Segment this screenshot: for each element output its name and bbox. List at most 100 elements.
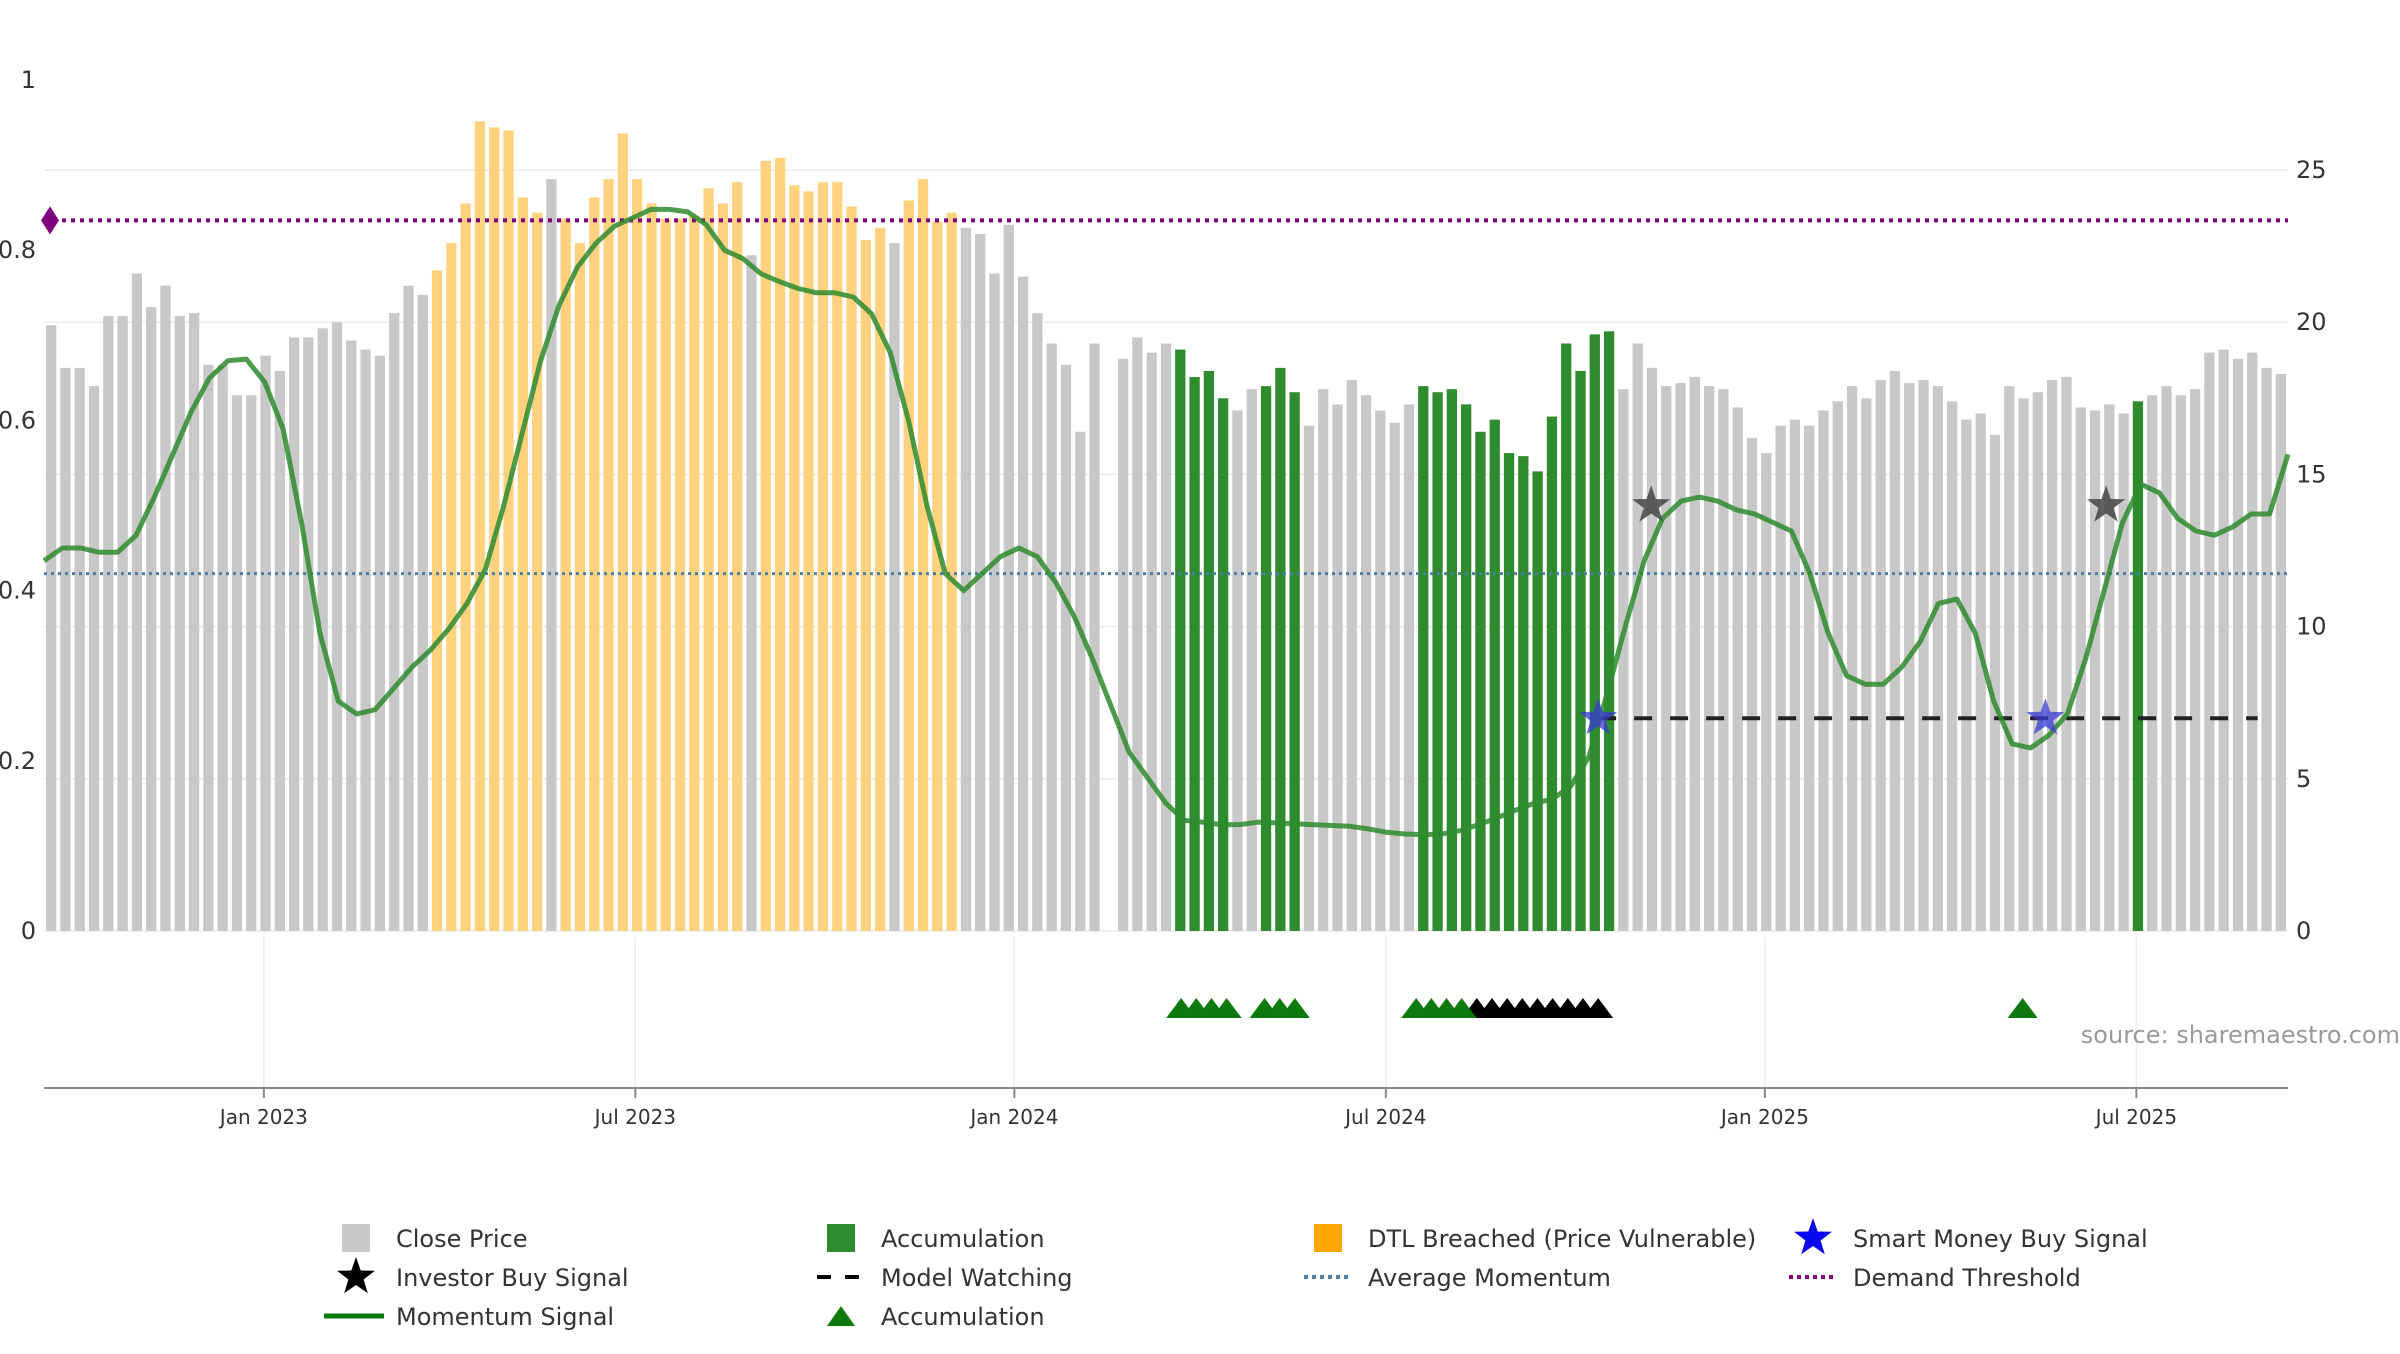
dtl-bar <box>603 179 614 931</box>
close-price-bar <box>88 386 100 931</box>
close-price-bar <box>160 285 171 931</box>
close-price-bar <box>2047 380 2058 931</box>
close-price-bar <box>46 325 57 931</box>
close-price-bar <box>1303 425 1315 931</box>
close-price-bar <box>1961 419 1972 931</box>
close-price-bar <box>2018 398 2029 931</box>
investor-buy-star <box>1632 485 1671 522</box>
close-price-bar <box>74 367 85 931</box>
left-axis-tick-label: 0 <box>21 917 36 945</box>
close-price-bar <box>1761 453 1772 931</box>
close-price-bar <box>1718 389 1729 932</box>
accumulation-bar <box>1260 386 1272 931</box>
close-price-bar <box>1375 410 1386 931</box>
accumulation-triangle-black <box>1583 998 1614 1018</box>
demand-threshold-marker <box>41 206 59 235</box>
accumulation-bar <box>1189 376 1200 931</box>
close-price-bar <box>1775 425 1786 931</box>
dtl-bar <box>703 188 714 931</box>
accumulation-bar <box>1289 392 1300 931</box>
accumulation-bar <box>1589 334 1600 932</box>
close-price-bar <box>889 243 900 931</box>
close-price-bar <box>1117 358 1129 931</box>
dtl-bar <box>674 218 686 932</box>
accumulation-bar <box>1175 349 1186 931</box>
dtl-bar <box>589 197 600 931</box>
close-price-bar <box>989 273 1000 932</box>
close-price-bar <box>231 395 243 932</box>
close-price-bar <box>2161 386 2172 931</box>
close-price-bar <box>1646 367 1658 931</box>
close-price-bar <box>1818 410 1829 931</box>
close-price-bar <box>1089 343 1100 931</box>
close-price-bar <box>146 306 157 932</box>
close-price-bar <box>975 233 986 931</box>
close-price-bar <box>2275 373 2286 931</box>
right-axis-tick-label: 0 <box>2296 917 2311 945</box>
right-axis-tick-label: 20 <box>2296 308 2327 336</box>
x-axis-tick-label: Jan 2023 <box>218 1105 308 1129</box>
close-price-bar <box>103 316 114 931</box>
dtl-bar <box>460 203 471 931</box>
accumulation-bar <box>1603 331 1615 931</box>
accumulation-bar <box>1546 416 1558 932</box>
close-price-bar <box>1832 401 1843 931</box>
dtl-bar <box>832 182 843 931</box>
dtl-bar <box>689 215 700 931</box>
accumulation-bar <box>1446 389 1458 932</box>
close-price-bar <box>1403 404 1415 931</box>
close-price-bar <box>2247 352 2258 931</box>
close-price-bar <box>2218 349 2229 931</box>
close-price-bar <box>1618 389 1629 932</box>
left-axis-tick-label: 1 <box>21 66 36 94</box>
dtl-bar <box>646 203 657 931</box>
close-price-bar <box>1060 364 1072 931</box>
close-price-bar <box>1389 422 1400 931</box>
legend-label: Momentum Signal <box>396 1303 614 1331</box>
close-price-bar <box>1032 313 1043 931</box>
x-axis-tick-label: Jul 2024 <box>1343 1105 1426 1129</box>
price-bars <box>46 121 2286 932</box>
dtl-bar <box>503 130 514 932</box>
legend-label: DTL Breached (Price Vulnerable) <box>1368 1225 1756 1253</box>
close-price-bar <box>303 337 314 931</box>
close-price-bar <box>1875 380 1886 931</box>
signal-lines <box>42 206 2291 838</box>
close-price-bar <box>417 294 428 932</box>
dtl-bar <box>660 218 671 932</box>
close-price-bar <box>1975 413 1986 931</box>
dtl-bar <box>903 200 914 931</box>
accumulation-bar <box>1575 370 1586 931</box>
x-axis-tick-label: Jan 2025 <box>1719 1105 1809 1129</box>
legend-label: Close Price <box>396 1225 528 1253</box>
close-price-bar <box>1346 380 1357 931</box>
right-axis-tick-label: 10 <box>2296 613 2327 641</box>
close-price-bar <box>2118 413 2129 931</box>
close-price-bar <box>1160 343 1172 931</box>
close-price-bar <box>174 316 185 931</box>
close-price-bar <box>1989 434 2001 931</box>
accumulation-bar <box>1432 392 1443 931</box>
close-price-bar <box>1689 376 1700 931</box>
right-axis-tick-label: 15 <box>2296 460 2327 488</box>
x-axis-tick-label: Jan 2024 <box>968 1105 1058 1129</box>
dtl-bar <box>774 157 786 932</box>
dtl-bar <box>474 121 486 931</box>
left-axis-tick-label: 0.2 <box>0 747 36 775</box>
legend-triangle <box>827 1306 855 1326</box>
close-price-bar <box>2032 392 2044 931</box>
close-price-bar <box>1017 276 1029 931</box>
accumulation-bar <box>1532 471 1543 931</box>
smart-money-buy-star <box>1579 698 1618 735</box>
close-price-bar <box>2261 367 2272 931</box>
dtl-bar <box>531 212 543 932</box>
dtl-bar <box>517 197 528 931</box>
legend-swatch <box>827 1224 855 1252</box>
close-price-bar <box>260 355 271 932</box>
accumulation-triangle-green <box>1211 998 1242 1018</box>
dtl-bar <box>489 127 500 931</box>
legend-label: Demand Threshold <box>1853 1264 2081 1292</box>
accumulation-triangle-green <box>2007 998 2038 1018</box>
close-price-bar <box>117 316 128 931</box>
